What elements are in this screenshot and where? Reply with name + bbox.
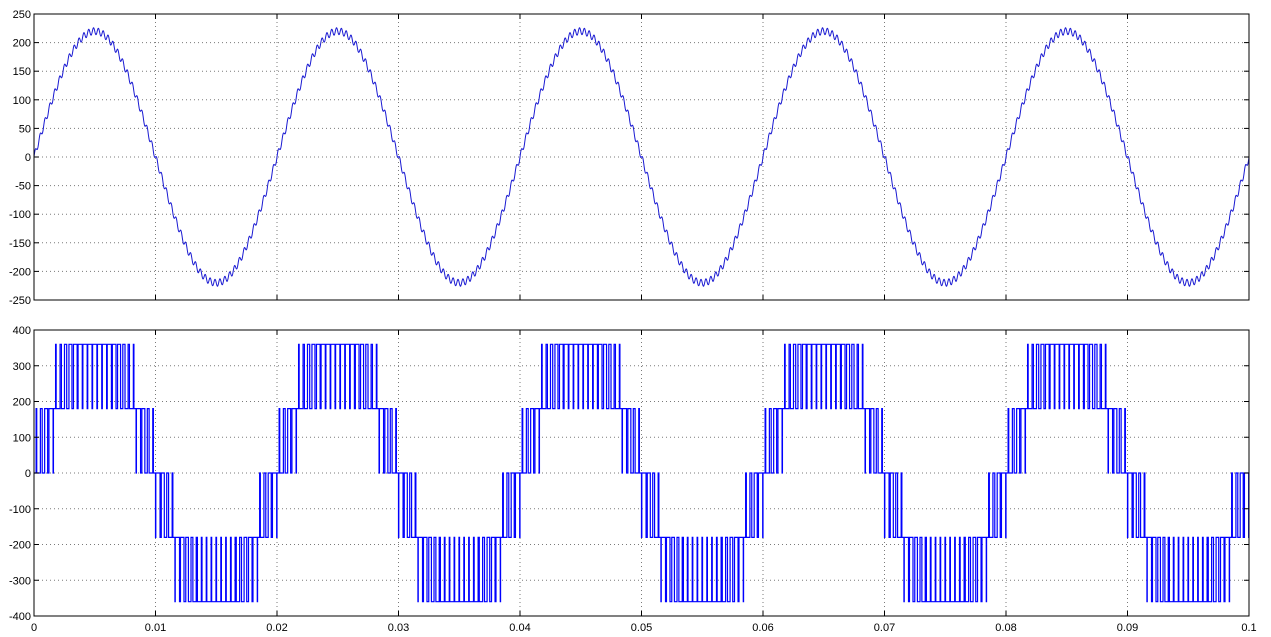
y-tick-label: 150 <box>13 66 31 78</box>
y-tick-label: 400 <box>13 325 31 337</box>
x-tick-label: 0.09 <box>1117 622 1138 634</box>
pwm-waveform-line <box>34 343 1249 603</box>
y-tick-label: -50 <box>15 181 31 193</box>
bottom-axes: 0 0.01 0.02 0.03 0.04 0.05 0.06 0.07 0.08 0.09 0.1… <box>9 325 1257 634</box>
y-tick-label: 100 <box>13 432 31 444</box>
y-tick-label: 0 <box>25 468 31 480</box>
y-tick-label: -250 <box>9 295 31 307</box>
x-tick-label: 0 <box>31 622 37 634</box>
axes-border <box>33 13 1250 301</box>
y-tick-label: -300 <box>9 575 31 587</box>
y-tick-label: -150 <box>9 238 31 250</box>
x-tick-label: 0.04 <box>509 622 530 634</box>
x-tick-label: 0.05 <box>631 622 652 634</box>
x-tick-label: 0.03 <box>388 622 409 634</box>
waveform-line <box>34 27 1249 287</box>
y-tick-label: 200 <box>13 38 31 50</box>
top-axes: -250 -200 -150 -100 -50 0 50 100 150 200 250 <box>9 9 1250 307</box>
y-tick-label: -400 <box>9 611 31 623</box>
grid <box>34 330 1249 616</box>
tick-labels: -250 -200 -150 -100 -50 0 50 100 150 200 250 <box>9 9 31 307</box>
y-tick-label: 50 <box>19 123 31 135</box>
x-tick-label: 0.02 <box>266 622 287 634</box>
y-tick-label: -100 <box>9 504 31 516</box>
y-tick-label: -200 <box>9 266 31 278</box>
y-tick-label: 300 <box>13 361 31 373</box>
axes-border <box>33 329 1250 617</box>
y-tick-label: -200 <box>9 540 31 552</box>
tick-labels: 0 0.01 0.02 0.03 0.04 0.05 0.06 0.07 0.08 0.09 0.1… <box>9 325 1257 634</box>
y-tick-label: 100 <box>13 95 31 107</box>
y-tick-label: 250 <box>13 9 31 21</box>
x-tick-label: 0.07 <box>874 622 895 634</box>
y-tick-label: -100 <box>9 209 31 221</box>
x-tick-label: 0.1 <box>1241 622 1256 634</box>
y-tick-label: 0 <box>25 152 31 164</box>
x-tick-label: 0.06 <box>752 622 773 634</box>
x-tick-label: 0.08 <box>995 622 1016 634</box>
grid <box>34 14 1249 300</box>
x-tick-label: 0.01 <box>145 622 166 634</box>
y-tick-label: 200 <box>13 397 31 409</box>
